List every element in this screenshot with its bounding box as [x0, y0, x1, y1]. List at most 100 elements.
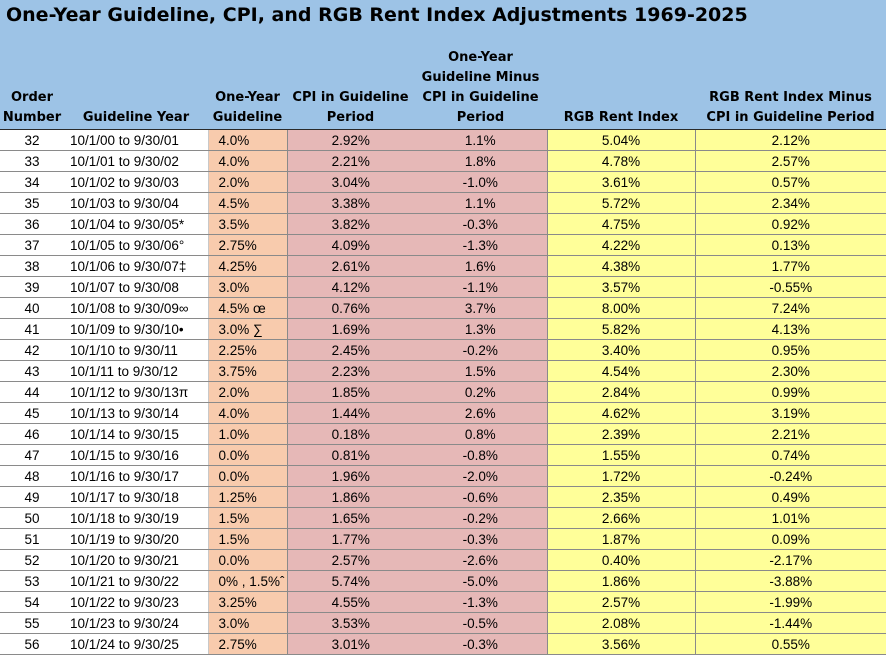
cell-guideline-minus-cpi[interactable]: -0.2% [414, 339, 547, 361]
cell-rgb-minus-cpi[interactable]: -1.44% [694, 612, 886, 634]
cell-one-year-guideline[interactable]: 0.0% [208, 549, 287, 571]
cell-one-year-guideline[interactable]: 3.0% ∑ [208, 318, 287, 340]
cell-one-year-guideline[interactable]: 4.25% [208, 255, 287, 277]
cell-guideline-year[interactable]: 10/1/19 to 9/30/20 [64, 528, 209, 550]
cell-guideline-year[interactable]: 10/1/17 to 9/30/18 [64, 486, 209, 508]
cell-rgb-minus-cpi[interactable]: 2.12% [694, 129, 886, 151]
cell-guideline-year[interactable]: 10/1/03 to 9/30/04 [64, 192, 209, 214]
cell-guideline-year[interactable]: 10/1/02 to 9/30/03 [64, 171, 209, 193]
cell-rgb-rent-index[interactable]: 3.56% [546, 633, 695, 655]
cell-rgb-rent-index[interactable]: 2.84% [546, 381, 695, 403]
cell-rgb-minus-cpi[interactable]: 2.34% [694, 192, 886, 214]
cell-cpi[interactable]: 0.18% [286, 423, 414, 445]
header-rgb-minus-cpi[interactable]: RGB Rent Index Minus CPI in Guideline Pe… [695, 32, 886, 130]
cell-guideline-minus-cpi[interactable]: 1.3% [414, 318, 547, 340]
cell-cpi[interactable]: 2.45% [286, 339, 414, 361]
cell-one-year-guideline[interactable]: 2.75% [208, 633, 287, 655]
cell-guideline-year[interactable]: 10/1/24 to 9/30/25 [64, 633, 209, 655]
cell-rgb-rent-index[interactable]: 4.75% [546, 213, 695, 235]
cell-rgb-rent-index[interactable]: 4.38% [546, 255, 695, 277]
cell-order-number[interactable]: 35 [0, 192, 64, 214]
cell-rgb-minus-cpi[interactable]: 0.09% [694, 528, 886, 550]
cell-rgb-minus-cpi[interactable]: 2.57% [694, 150, 886, 172]
cell-cpi[interactable]: 1.44% [286, 402, 414, 424]
cell-rgb-minus-cpi[interactable]: 0.55% [694, 633, 886, 655]
cell-cpi[interactable]: 3.04% [286, 171, 414, 193]
cell-cpi[interactable]: 1.85% [286, 381, 414, 403]
cell-rgb-rent-index[interactable]: 2.66% [546, 507, 695, 529]
cell-rgb-minus-cpi[interactable]: 1.77% [694, 255, 886, 277]
header-order-number[interactable]: Order Number [0, 32, 64, 130]
cell-guideline-minus-cpi[interactable]: -0.8% [414, 444, 547, 466]
cell-one-year-guideline[interactable]: 1.25% [208, 486, 287, 508]
cell-rgb-minus-cpi[interactable]: 0.99% [694, 381, 886, 403]
cell-order-number[interactable]: 40 [0, 297, 64, 319]
cell-guideline-minus-cpi[interactable]: -0.3% [414, 633, 547, 655]
cell-order-number[interactable]: 33 [0, 150, 64, 172]
cell-order-number[interactable]: 44 [0, 381, 64, 403]
cell-guideline-year[interactable]: 10/1/07 to 9/30/08 [64, 276, 209, 298]
cell-one-year-guideline[interactable]: 4.5% œ [208, 297, 287, 319]
cell-one-year-guideline[interactable]: 1.5% [208, 507, 287, 529]
cell-rgb-minus-cpi[interactable]: 4.13% [694, 318, 886, 340]
cell-cpi[interactable]: 2.92% [286, 129, 414, 151]
cell-one-year-guideline[interactable]: 4.0% [208, 150, 287, 172]
cell-cpi[interactable]: 4.55% [286, 591, 414, 613]
cell-rgb-minus-cpi[interactable]: 0.49% [694, 486, 886, 508]
cell-guideline-year[interactable]: 10/1/20 to 9/30/21 [64, 549, 209, 571]
cell-guideline-minus-cpi[interactable]: -0.3% [414, 528, 547, 550]
header-guideline-year[interactable]: Guideline Year [64, 32, 208, 130]
cell-cpi[interactable]: 4.12% [286, 276, 414, 298]
cell-cpi[interactable]: 3.01% [286, 633, 414, 655]
cell-guideline-year[interactable]: 10/1/08 to 9/30/09∞ [64, 297, 209, 319]
cell-guideline-year[interactable]: 10/1/10 to 9/30/11 [64, 339, 209, 361]
cell-one-year-guideline[interactable]: 3.25% [208, 591, 287, 613]
cell-rgb-minus-cpi[interactable]: 1.01% [694, 507, 886, 529]
cell-guideline-minus-cpi[interactable]: -2.6% [414, 549, 547, 571]
cell-one-year-guideline[interactable]: 3.0% [208, 276, 287, 298]
cell-guideline-year[interactable]: 10/1/11 to 9/30/12 [64, 360, 209, 382]
cell-rgb-rent-index[interactable]: 4.78% [546, 150, 695, 172]
cell-rgb-rent-index[interactable]: 4.62% [546, 402, 695, 424]
header-one-year-guideline[interactable]: One-Year Guideline [208, 32, 287, 130]
cell-one-year-guideline[interactable]: 0.0% [208, 465, 287, 487]
cell-guideline-minus-cpi[interactable]: -0.3% [414, 213, 547, 235]
cell-guideline-minus-cpi[interactable]: 0.2% [414, 381, 547, 403]
cell-rgb-rent-index[interactable]: 1.55% [546, 444, 695, 466]
cell-rgb-rent-index[interactable]: 2.39% [546, 423, 695, 445]
cell-rgb-rent-index[interactable]: 3.57% [546, 276, 695, 298]
cell-rgb-rent-index[interactable]: 8.00% [546, 297, 695, 319]
cell-guideline-minus-cpi[interactable]: 1.5% [414, 360, 547, 382]
cell-rgb-rent-index[interactable]: 1.87% [546, 528, 695, 550]
cell-guideline-minus-cpi[interactable]: -0.2% [414, 507, 547, 529]
cell-guideline-year[interactable]: 10/1/00 to 9/30/01 [64, 129, 209, 151]
cell-cpi[interactable]: 3.38% [286, 192, 414, 214]
cell-one-year-guideline[interactable]: 4.0% [208, 129, 287, 151]
cell-guideline-minus-cpi[interactable]: -0.6% [414, 486, 547, 508]
cell-order-number[interactable]: 46 [0, 423, 64, 445]
cell-cpi[interactable]: 0.81% [286, 444, 414, 466]
cell-rgb-minus-cpi[interactable]: -2.17% [694, 549, 886, 571]
cell-rgb-rent-index[interactable]: 5.72% [546, 192, 695, 214]
cell-rgb-minus-cpi[interactable]: 0.95% [694, 339, 886, 361]
cell-guideline-minus-cpi[interactable]: -1.3% [414, 591, 547, 613]
cell-rgb-minus-cpi[interactable]: -0.24% [694, 465, 886, 487]
cell-guideline-year[interactable]: 10/1/13 to 9/30/14 [64, 402, 209, 424]
cell-rgb-rent-index[interactable]: 3.40% [546, 339, 695, 361]
cell-one-year-guideline[interactable]: 2.0% [208, 171, 287, 193]
cell-order-number[interactable]: 39 [0, 276, 64, 298]
cell-one-year-guideline[interactable]: 0% , 1.5%ˆ [208, 570, 287, 592]
cell-order-number[interactable]: 55 [0, 612, 64, 634]
cell-rgb-minus-cpi[interactable]: -1.99% [694, 591, 886, 613]
cell-guideline-year[interactable]: 10/1/01 to 9/30/02 [64, 150, 209, 172]
cell-guideline-year[interactable]: 10/1/18 to 9/30/19 [64, 507, 209, 529]
cell-cpi[interactable]: 1.77% [286, 528, 414, 550]
cell-guideline-year[interactable]: 10/1/06 to 9/30/07‡ [64, 255, 209, 277]
cell-order-number[interactable]: 34 [0, 171, 64, 193]
cell-cpi[interactable]: 1.96% [286, 465, 414, 487]
cell-order-number[interactable]: 41 [0, 318, 64, 340]
cell-guideline-minus-cpi[interactable]: 1.1% [414, 129, 547, 151]
cell-order-number[interactable]: 37 [0, 234, 64, 256]
cell-rgb-minus-cpi[interactable]: 2.21% [694, 423, 886, 445]
cell-order-number[interactable]: 50 [0, 507, 64, 529]
